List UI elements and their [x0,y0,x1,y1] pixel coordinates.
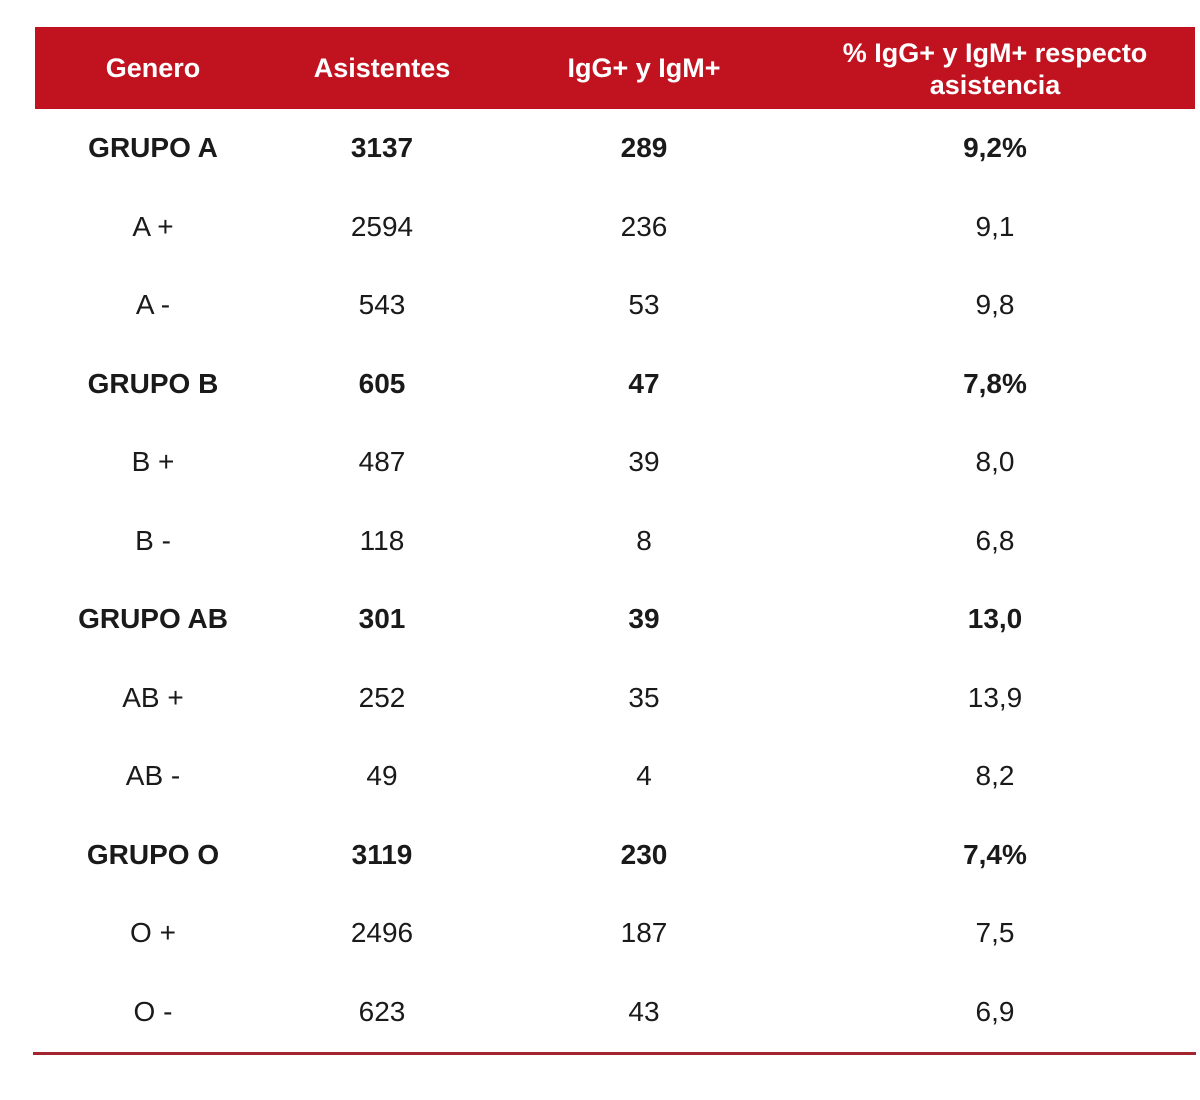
cell-igg-igm: 39 [628,603,660,635]
cell-genero: B - [135,524,171,556]
cell-genero: B + [131,446,175,478]
cell-percentage: 9,2% [963,132,1027,164]
cell-percentage: 8,0 [975,446,1015,478]
cell-genero: O + [130,917,176,949]
cell-percentage: 9,8 [975,289,1015,321]
cell-asistentes: 3137 [350,132,414,164]
cell-percentage: 7,8% [963,367,1027,399]
cell-igg-igm: 35 [628,681,660,713]
cell-genero: GRUPO O [86,838,220,870]
cell-asistentes: 118 [359,524,405,556]
table-row: A - 543 53 9,8 [35,266,1195,345]
cell-igg-igm: 289 [620,132,668,164]
cell-genero: AB - [125,760,181,792]
cell-asistentes: 623 [358,995,406,1027]
table-group-row: GRUPO O 3119 230 7,4% [35,816,1195,895]
table-row: B + 487 39 8,0 [35,423,1195,502]
cell-percentage: 13,0 [967,603,1023,635]
table-group-row: GRUPO B 605 47 7,8% [35,345,1195,424]
cell-percentage: 9,1 [975,210,1015,242]
cell-genero: A + [132,210,174,242]
header-genero: Genero [105,52,201,83]
cell-genero: GRUPO A [88,132,218,164]
table-row: O + 2496 187 7,5 [35,894,1195,973]
table-row: AB + 252 35 13,9 [35,659,1195,738]
cell-igg-igm: 236 [620,210,668,242]
cell-igg-igm: 4 [636,760,652,792]
cell-igg-igm: 8 [636,524,652,556]
cell-asistentes: 2496 [350,917,414,949]
cell-igg-igm: 43 [628,995,660,1027]
table-row: O - 623 43 6,9 [35,973,1195,1052]
cell-percentage: 7,5 [975,917,1015,949]
cell-genero: GRUPO B [87,367,219,399]
cell-asistentes: 49 [366,760,398,792]
cell-genero: A - [135,289,171,321]
table-row: B - 118 8 6,8 [35,502,1195,581]
cell-genero: GRUPO AB [78,603,228,635]
header-asistentes: Asistentes [313,52,451,83]
header-igg-igm: IgG+ y IgM+ [567,52,721,83]
cell-igg-igm: 187 [620,917,668,949]
bottom-divider [33,1052,1196,1055]
cell-asistentes: 2594 [350,210,414,242]
table-body: GRUPO A 3137 289 9,2% A + 2594 236 9,1 A - 543 53 9… [35,109,1195,1051]
header-percentage: % IgG+ y IgM+ respecto asistencia [795,35,1195,101]
cell-percentage: 7,4% [963,838,1027,870]
cell-asistentes: 487 [358,446,406,478]
cell-asistentes: 301 [358,603,406,635]
table-row: AB - 49 4 8,2 [35,737,1195,816]
table-group-row: GRUPO AB 301 39 13,0 [35,580,1195,659]
cell-percentage: 6,9 [975,995,1015,1027]
cell-percentage: 8,2 [975,760,1015,792]
cell-igg-igm: 39 [628,446,660,478]
cell-igg-igm: 47 [628,367,660,399]
cell-percentage: 13,9 [967,681,1023,713]
cell-asistentes: 252 [358,681,406,713]
table-group-row: GRUPO A 3137 289 9,2% [35,109,1195,188]
header-percentage-line2: asistencia [929,70,1061,100]
cell-asistentes: 543 [358,289,406,321]
cell-genero: AB + [122,681,184,713]
cell-igg-igm: 230 [620,838,668,870]
header-percentage-line1: % IgG+ y IgM+ respecto [842,38,1148,68]
blood-group-table: Genero Asistentes IgG+ y IgM+ % IgG+ y I… [35,27,1195,1051]
table-header-row: Genero Asistentes IgG+ y IgM+ % IgG+ y I… [35,27,1195,109]
cell-asistentes: 3119 [351,838,413,870]
cell-asistentes: 605 [358,367,406,399]
cell-percentage: 6,8 [975,524,1015,556]
cell-genero: O - [133,995,173,1027]
table-row: A + 2594 236 9,1 [35,188,1195,267]
cell-igg-igm: 53 [628,289,660,321]
